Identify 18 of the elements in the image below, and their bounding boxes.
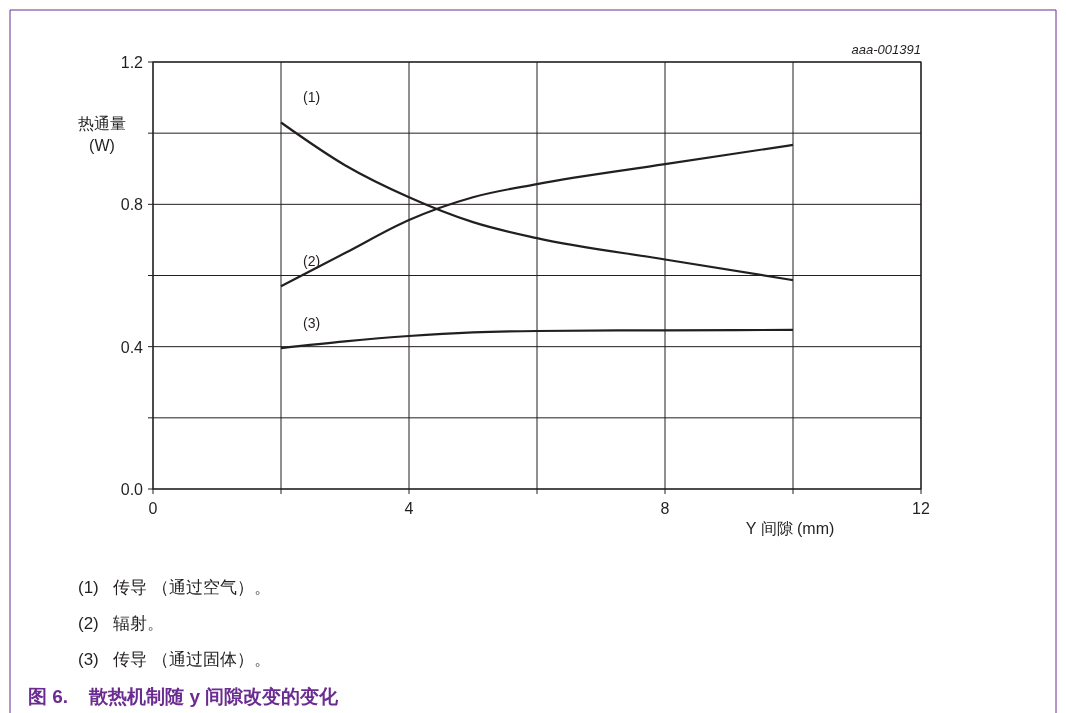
series-label: (2) [303,253,321,270]
x-tick-label: 4 [404,500,414,517]
text: 0.0 [120,481,143,498]
text: 图 6. 散热机制随 y 间隙改变的变化 [28,686,340,707]
y-axis-title: 热通量 (W) [78,115,126,154]
y-tick-label: 0.8 [120,196,144,214]
x-tick-label: 0 [148,500,158,517]
text: (3) 传导 （通过固体）。 [78,650,271,669]
x-axis-title: Y 间隙 (mm) [745,520,835,537]
x-tick-label: 8 [660,500,670,517]
text: aaa-001391 [851,42,921,57]
text: (2) 辐射。 [78,614,164,633]
x-tick-label: 12 [912,500,930,517]
series-label: (1) [303,89,321,106]
text: (1) 传导 （通过空气）。 [78,578,271,597]
series-label: (3) [303,315,321,332]
y-tick-label: 0.4 [120,338,144,356]
y-tick-label: 1.2 [120,54,144,71]
